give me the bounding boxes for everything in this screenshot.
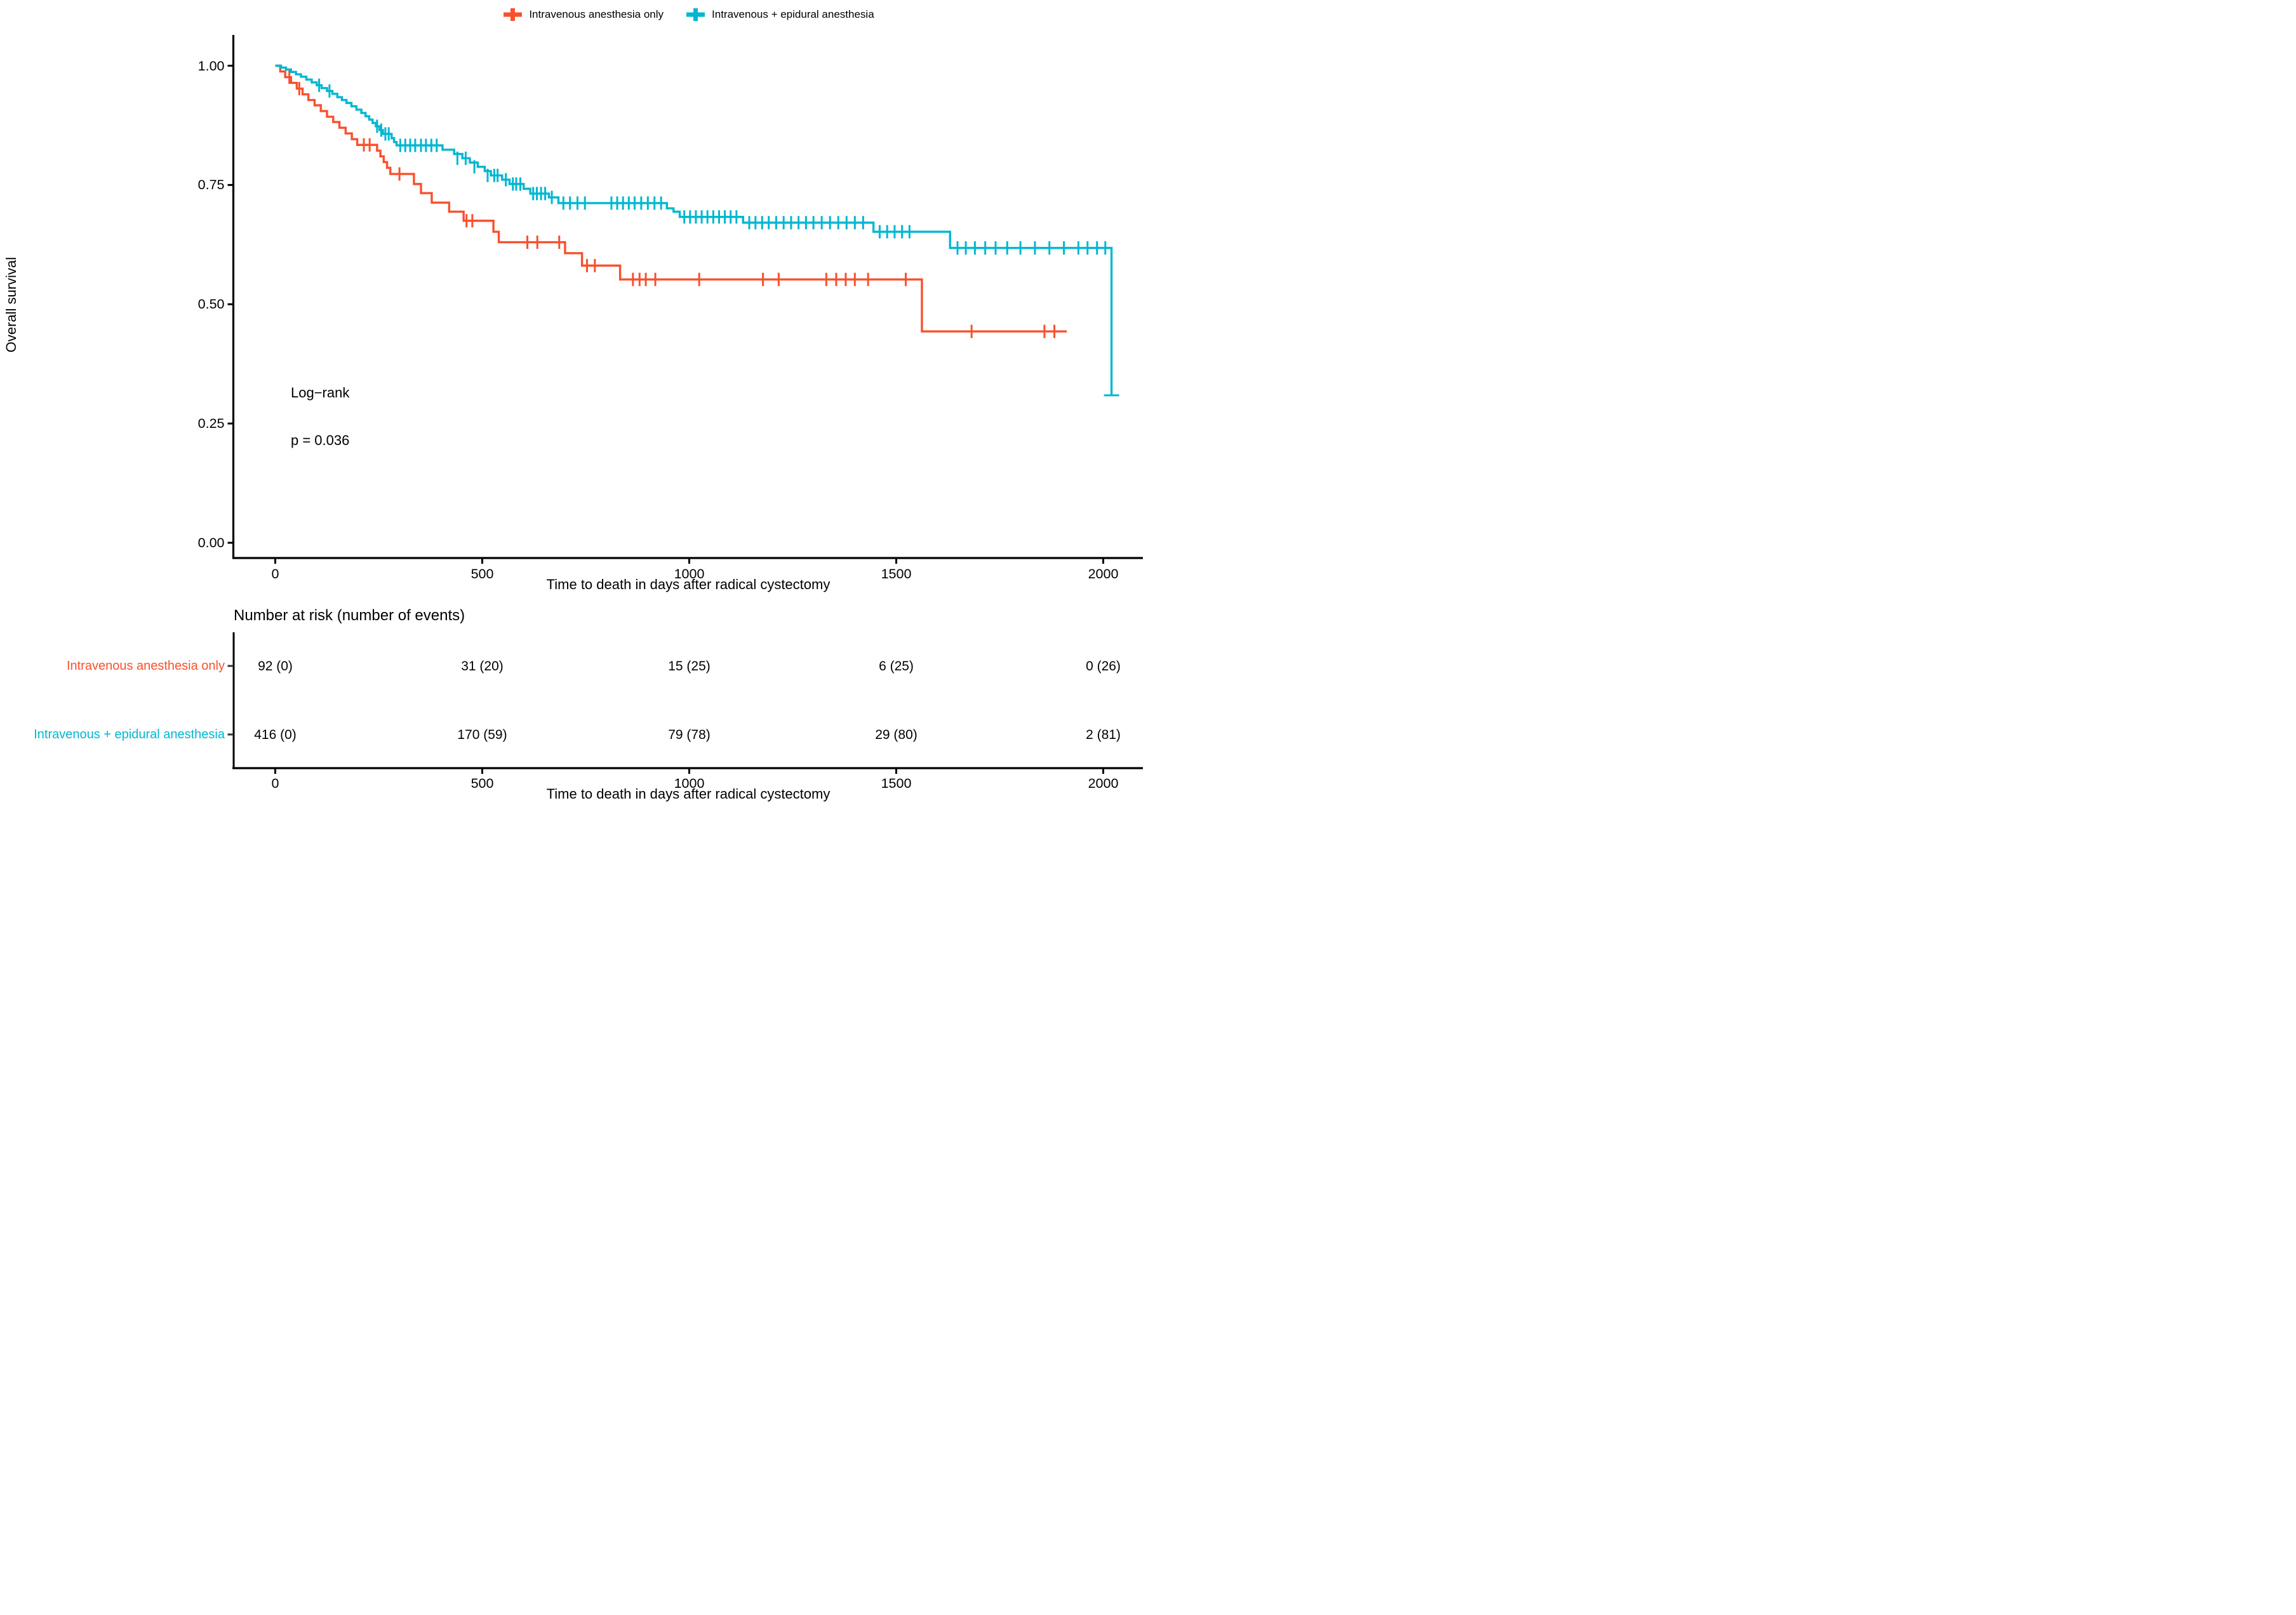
risk-row-label-iv-only: Intravenous anesthesia only: [66, 658, 225, 673]
legend-item-iv-epidural: Intravenous + epidural anesthesia: [685, 5, 874, 24]
risk-x-tick-label: 0: [271, 776, 279, 791]
risk-cell: 15 (25): [668, 658, 711, 674]
x-tick-label: 0: [271, 566, 279, 582]
risk-cell: 416 (0): [254, 727, 297, 742]
risk-cell: 29 (80): [875, 727, 918, 742]
p-value-label: p = 0.036: [291, 432, 350, 448]
risk-cell: 92 (0): [258, 658, 293, 674]
risk-x-tick-label: 2000: [1088, 776, 1119, 791]
y-tick-label: 1.00: [197, 58, 225, 74]
risk-cell: 79 (78): [668, 727, 711, 742]
km-curve-iv-only: [275, 64, 1067, 333]
y-axis-title: Overall survival: [3, 256, 19, 353]
risk-cell: 31 (20): [461, 658, 504, 674]
km-plot-svg: [227, 35, 1143, 774]
y-tick-label: 0.50: [197, 296, 225, 312]
km-curve-iv-epidural: [275, 64, 1113, 395]
risk-table-title: Number at risk (number of events): [234, 607, 465, 624]
y-tick-label: 0.75: [197, 177, 225, 193]
risk-x-axis-title: Time to death in days after radical cyst…: [546, 786, 831, 802]
risk-row-label-iv-epidural: Intravenous + epidural anesthesia: [34, 727, 225, 741]
y-tick-label: 0.25: [197, 416, 225, 432]
red-plus-icon: [504, 8, 523, 21]
logrank-label: Log−rank: [291, 385, 350, 401]
legend-label-iv-epidural: Intravenous + epidural anesthesia: [712, 8, 874, 20]
risk-cell: 2 (81): [1086, 727, 1121, 742]
risk-x-tick-label: 1500: [881, 776, 912, 791]
legend-item-iv-only: Intravenous anesthesia only: [502, 5, 664, 24]
risk-cell: 0 (26): [1086, 658, 1121, 674]
cyan-plus-icon: [686, 8, 705, 21]
km-survival-figure: Intravenous anesthesia only Intravenous …: [0, 0, 1148, 808]
risk-x-tick-label: 1000: [674, 776, 705, 791]
y-tick-label: 0.00: [197, 535, 225, 550]
x-tick-label: 2000: [1088, 566, 1119, 582]
x-tick-label: 1500: [881, 566, 912, 582]
legend-label-iv-only: Intravenous anesthesia only: [529, 8, 664, 20]
risk-cell: 6 (25): [879, 658, 914, 674]
x-tick-label: 500: [471, 566, 494, 582]
x-axis-title: Time to death in days after radical cyst…: [546, 576, 831, 592]
x-tick-label: 1000: [674, 566, 705, 582]
risk-cell: 170 (59): [457, 727, 507, 742]
risk-x-tick-label: 500: [471, 776, 494, 791]
legend: Intravenous anesthesia only Intravenous …: [234, 5, 1143, 24]
